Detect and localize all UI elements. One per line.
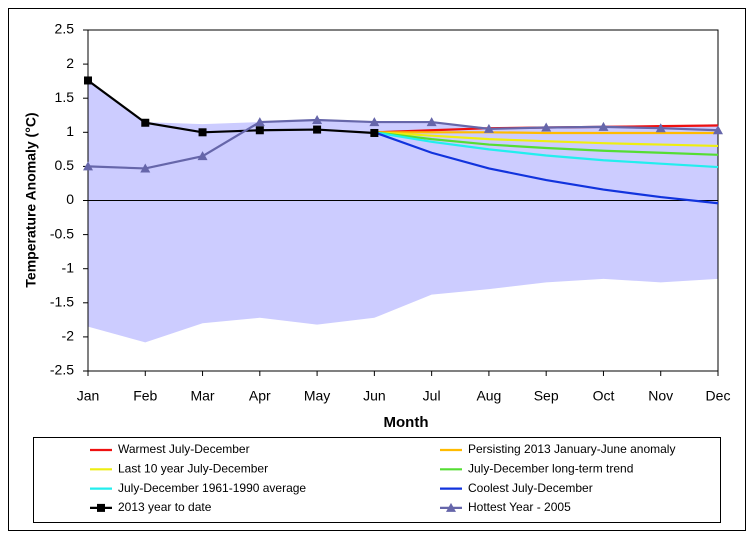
x-tick-label: Jun [363,388,386,404]
legend-label: 2013 year to date [118,500,212,514]
marker [255,126,264,135]
y-tick-label: -1 [62,259,75,275]
legend-label: Hottest Year - 2005 [468,500,571,514]
x-tick-label: Apr [249,388,271,404]
legend-label: Coolest July-December [468,481,593,495]
marker [141,118,150,127]
series-line [374,131,719,169]
marker [140,163,151,173]
marker [84,76,92,85]
y-tick-label: 0 [66,191,74,207]
y-tick-label: 0.5 [55,157,75,173]
marker [254,117,265,127]
x-tick-label: Sep [534,388,559,404]
x-tick-label: Aug [476,388,501,404]
x-tick-label: Mar [190,388,214,404]
legend-label: Warmest July-December [118,442,250,456]
y-axis-label: Temperature Anomaly (°C) [23,112,39,287]
marker [655,123,666,133]
series-line [87,118,719,170]
marker [369,117,380,127]
marker [198,128,207,137]
x-tick-label: Nov [648,388,673,404]
y-tick-label: -0.5 [50,225,74,241]
marker [426,117,437,127]
series-line [374,131,719,148]
y-tick-label: 2.5 [55,21,75,37]
y-tick-label: -1.5 [50,294,74,310]
marker [197,151,208,161]
x-tick-label: Jul [423,388,441,404]
legend-label: Last 10 year July-December [118,461,268,475]
marker [598,121,609,131]
marker [541,122,552,132]
y-tick-label: 1 [66,123,74,139]
series-line [374,131,718,135]
y-tick-label: 1.5 [55,89,75,105]
marker [370,128,379,137]
y-tick-label: 2 [66,55,74,71]
range-area [88,80,718,343]
legend-label: Persisting 2013 January-June anomaly [468,442,675,456]
legend-marker [97,503,105,512]
y-tick-label: -2.5 [50,362,74,378]
marker [483,123,494,133]
series-line [374,131,719,156]
x-tick-label: May [304,388,330,404]
y-tick-label: -2 [62,328,75,344]
marker [312,115,323,125]
marker [713,125,723,135]
x-tick-label: Jan [77,388,100,404]
marker [83,161,93,171]
legend-marker [446,502,456,512]
x-tick-label: Dec [706,388,731,404]
x-tick-label: Feb [133,388,157,404]
legend-label: July-December 1961-1990 average [118,481,306,495]
legend-label: July-December long-term trend [468,461,633,475]
marker [313,125,322,134]
series-line [87,79,375,135]
x-axis-label: Month [384,414,429,431]
x-tick-label: Oct [593,388,615,404]
chart-border [8,8,746,531]
series-line [373,131,719,205]
legend-box [33,437,721,523]
